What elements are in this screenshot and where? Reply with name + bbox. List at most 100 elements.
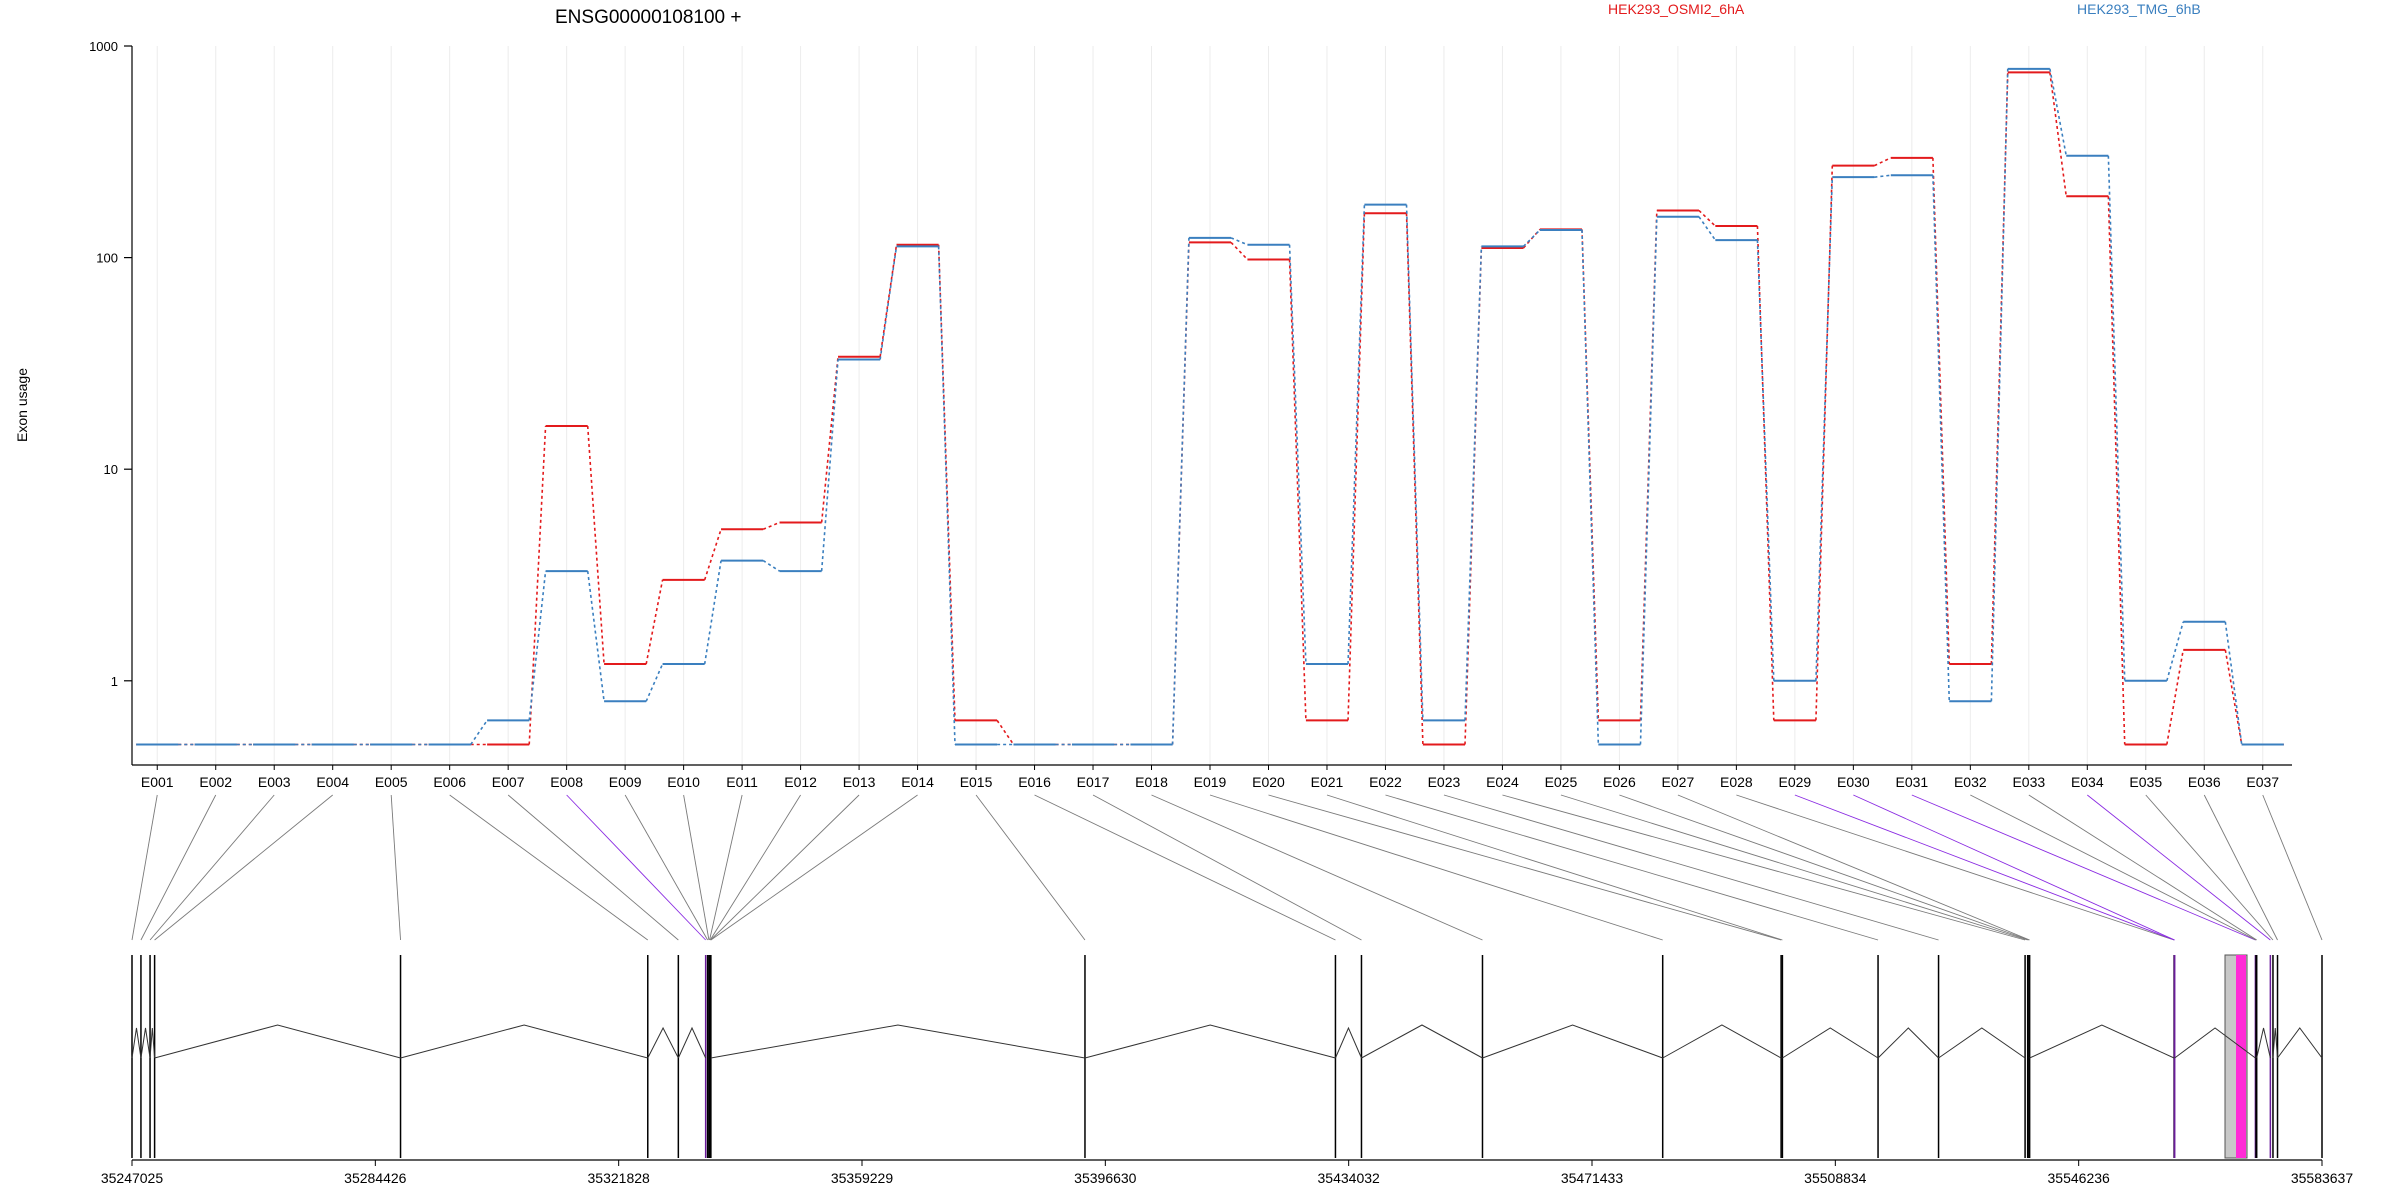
exon-label: E023 xyxy=(1428,774,1461,790)
legend-series-2: HEK293_TMG_6hB xyxy=(2077,1,2201,17)
connector-line xyxy=(1092,794,1362,941)
exon-label: E011 xyxy=(726,774,758,790)
connector-line xyxy=(710,794,918,941)
connector-line xyxy=(566,794,706,941)
exon-label: E029 xyxy=(1779,774,1812,790)
exon-label: E002 xyxy=(199,774,232,790)
connector-line xyxy=(1794,794,2175,941)
exon-label: E016 xyxy=(1018,774,1051,790)
exon-label: E030 xyxy=(1837,774,1870,790)
genomic-tick-label: 35508834 xyxy=(1804,1170,1867,1186)
series-connector xyxy=(1756,225,1775,721)
exon-label: E022 xyxy=(1369,774,1402,790)
series-connector xyxy=(996,719,1015,745)
exon-label: E001 xyxy=(141,774,174,790)
exon-label: E017 xyxy=(1077,774,1110,790)
series-connector xyxy=(2166,649,2185,745)
intron-chevron xyxy=(1482,1024,1663,1059)
axes: 1 10 100 1000 xyxy=(89,39,2292,766)
y-tick-label: 1 xyxy=(111,674,118,689)
connector-line xyxy=(1151,794,1483,941)
intron-chevron xyxy=(647,1026,679,1059)
exon-label: E021 xyxy=(1311,774,1344,790)
connector-line xyxy=(709,794,743,941)
series-connector xyxy=(1698,216,1716,241)
series-connector xyxy=(1932,175,1951,702)
series-connector xyxy=(937,244,956,721)
intron-chevron xyxy=(1334,1026,1362,1059)
genomic-coordinate-axis: 35247025 35284426 35321828 35359229 35396630… xyxy=(101,1159,2353,1186)
connector-line xyxy=(507,794,679,941)
intron-chevron xyxy=(400,1024,648,1059)
series-connector xyxy=(1230,237,1248,246)
series-connector xyxy=(2224,621,2243,745)
connector-line xyxy=(140,794,217,941)
series-connector xyxy=(2166,621,2184,682)
y-tick-label: 10 xyxy=(104,462,118,477)
connector-line xyxy=(1970,794,2257,941)
series-connector xyxy=(1874,174,1891,178)
series-connector xyxy=(1464,246,1483,721)
exon-label: E006 xyxy=(433,774,466,790)
exon-label: E009 xyxy=(609,774,642,790)
series-lines xyxy=(136,67,2284,746)
intron-chevron xyxy=(2277,1027,2323,1059)
series-connector xyxy=(820,356,839,523)
series-connector xyxy=(2049,72,2068,197)
connector-line xyxy=(1326,794,1783,941)
genomic-tick-label: 35546236 xyxy=(2048,1170,2111,1186)
y-tick-label: 1000 xyxy=(89,39,118,54)
series-connector xyxy=(1581,229,1600,745)
exon-label: E014 xyxy=(901,774,934,790)
series-connector xyxy=(1288,244,1307,665)
chart-title: ENSG00000108100 + xyxy=(555,7,741,28)
intron-chevron xyxy=(154,1024,401,1059)
series-connector xyxy=(1932,157,1951,665)
intron-chevron xyxy=(131,1027,142,1059)
highlighted-exon xyxy=(2236,955,2246,1158)
connector-line xyxy=(449,794,649,941)
series-connector xyxy=(762,559,780,572)
series-connector xyxy=(1756,240,1775,681)
connector-line xyxy=(624,794,709,941)
series-connector xyxy=(879,244,898,357)
series-connector xyxy=(1171,237,1190,745)
connector-line xyxy=(2262,794,2323,941)
intron-chevron xyxy=(1361,1024,1483,1059)
connector-line xyxy=(390,794,401,941)
series-connector xyxy=(2049,68,2068,156)
intron-chevron xyxy=(2272,1027,2279,1059)
series-connector xyxy=(586,425,605,665)
connector-line xyxy=(1034,794,1336,941)
connector-line xyxy=(1443,794,1939,941)
series-connector xyxy=(528,570,547,721)
intron-chevron xyxy=(2029,1024,2175,1059)
exon-label: E012 xyxy=(784,774,817,790)
intron-chevron xyxy=(1662,1024,1782,1059)
series-connector xyxy=(937,246,956,745)
genomic-tick-label: 35247025 xyxy=(101,1170,164,1186)
connector-line xyxy=(2028,794,2257,941)
exon-label: E015 xyxy=(960,774,993,790)
series-connector xyxy=(1230,241,1249,261)
series-connector xyxy=(2224,649,2243,745)
exon-label: E033 xyxy=(2012,774,2045,790)
exon-label: E003 xyxy=(258,774,291,790)
connector-line xyxy=(131,794,158,941)
intron-chevron xyxy=(710,1024,1086,1059)
y-axis-label: Exon usage xyxy=(14,368,30,442)
connector-line xyxy=(975,794,1086,941)
genomic-tick-label: 35284426 xyxy=(344,1170,407,1186)
connector-line xyxy=(1209,794,1663,941)
connector-lines xyxy=(131,794,2323,941)
series-connector xyxy=(1288,259,1307,721)
series-connector xyxy=(1522,229,1541,247)
series-connector xyxy=(1639,216,1658,745)
series-connector xyxy=(820,359,839,572)
exon-label: E007 xyxy=(492,774,525,790)
exon-labels: E001 E002 E003 E004 E005 E006 E007 E008 E009 E010… xyxy=(141,765,2279,790)
exon-label: E032 xyxy=(1954,774,1987,790)
y-tick-label: 100 xyxy=(96,251,118,266)
connector-line xyxy=(1560,794,2028,941)
